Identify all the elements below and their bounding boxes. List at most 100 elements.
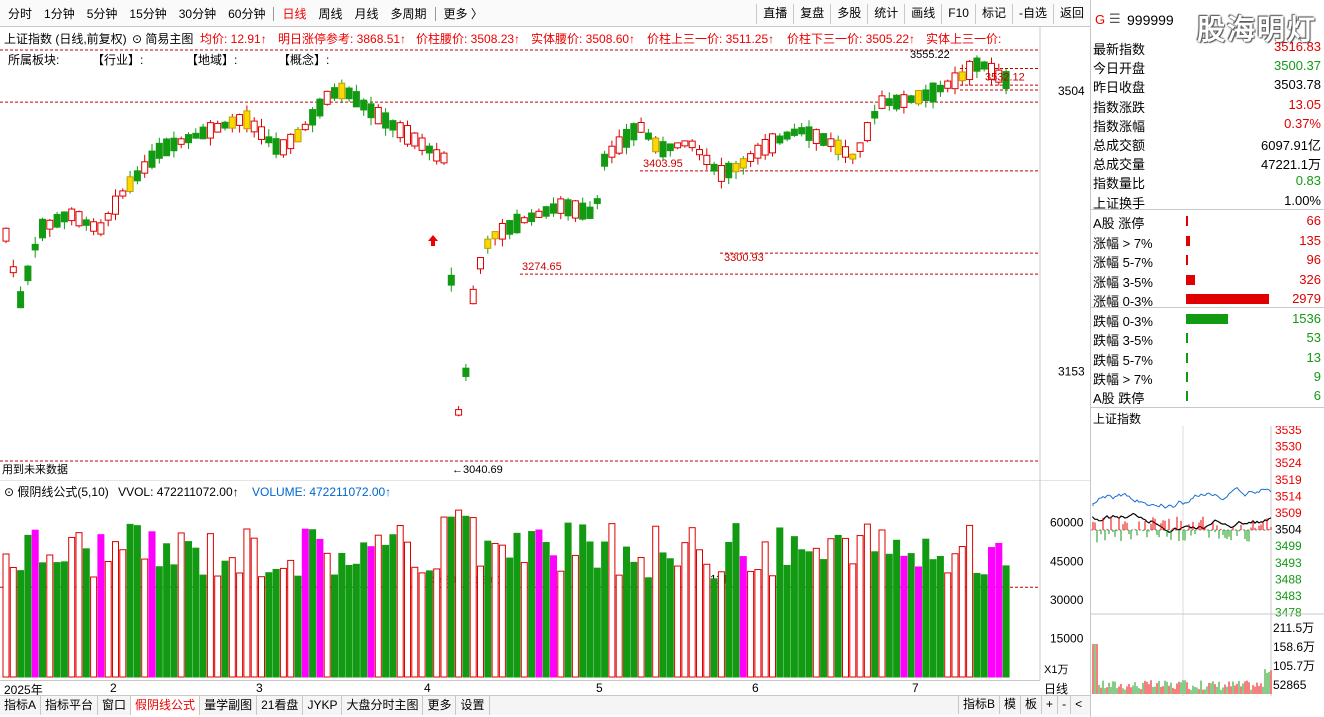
candlestick-chart[interactable]: 3504 3153 3555.22 3532.12 3403.95 3300.93 3274… [0,27,1090,480]
volume-chart[interactable]: 60000450003000015000X1万348983168.00111 [0,480,1090,680]
bottom-right-controls: 指标B 模板 + - < [958,695,1086,715]
breadth-bar [1186,294,1270,304]
indicator-tab[interactable]: 指标A [0,696,42,715]
period-tab-0[interactable]: 分时 [8,7,33,21]
volume-bar [1002,565,1010,678]
period-tab-5[interactable]: 60分钟 [228,7,266,21]
period-tab-4[interactable]: 30分钟 [178,7,217,21]
volume-bar [513,532,521,678]
candle [915,90,922,106]
bottom-control[interactable]: + [1041,695,1057,714]
volume-bar [104,560,112,678]
volume-bar [75,532,83,678]
candle [820,133,828,147]
period-tab-9[interactable]: 多周期 [390,7,427,21]
period-tab-3[interactable]: 15分钟 [129,7,167,21]
toolbar-button-0[interactable]: 直播 [756,4,793,24]
bottom-control[interactable]: 指标B [958,695,999,714]
toolbar-button-5[interactable]: F10 [941,4,975,24]
breadth-row: A股 涨停 66 [1093,211,1323,231]
bottom-control[interactable]: 板 [1020,695,1041,714]
breadth-label: 涨幅 0-3% [1093,294,1153,309]
toolbar-button-1[interactable]: 复盘 [793,4,830,24]
period-tab-8[interactable]: 月线 [354,7,379,21]
menu-icon[interactable]: ☰ [1109,11,1121,26]
volume-bar [783,564,791,678]
candle [192,128,200,139]
candle [761,134,769,160]
volume-bar [498,544,506,678]
toolbar-button-2[interactable]: 多股 [830,4,867,24]
intraday-mini-chart[interactable]: 3535 3530 3524 3519 3514 3509 3504 3499 3493 3488… [1091,426,1324,696]
candle [586,201,594,219]
indicator-tab[interactable]: 21看盘 [257,696,304,715]
period-tab-2[interactable]: 5分钟 [86,7,118,21]
stat-value: 0.83 [1295,173,1321,189]
volume-bar [265,572,273,678]
indicator-tab[interactable]: 更多 [423,696,457,715]
candle [973,55,981,79]
indicator-tab[interactable]: JYKP [303,696,343,715]
breadth-value: 66 [1306,213,1321,228]
sector-concept[interactable]: 【概念】: [278,53,330,67]
toolbar-button-8[interactable]: 返回 [1052,4,1090,24]
indicator-tab[interactable]: 量学副图 [200,696,258,715]
candle [980,60,988,72]
candle [141,154,149,178]
collapse-icon[interactable]: ⊙ [4,485,18,499]
volume-bar [68,536,76,678]
index-title: 上证指数 (日线,前复权) [4,32,127,46]
volume-bar [608,523,616,678]
candle [177,136,185,149]
date-label: 6 [752,681,759,695]
period-tab-7[interactable]: 周线 [318,7,343,21]
toolbar-button-7[interactable]: -自选 [1011,4,1053,24]
chart-mode[interactable]: ⊙ 简易主图 [132,32,194,46]
candle [323,90,331,106]
candle [754,142,762,165]
volume-bar [871,551,879,678]
toolbar-button-3[interactable]: 统计 [867,4,904,24]
volume-bar [615,574,623,678]
volume-bar [885,553,893,678]
period-tab-10[interactable]: 更多 〉 [443,7,483,21]
volume-bar [630,561,638,678]
volume-bar [674,565,682,678]
stat-label: 今日开盘 [1093,61,1146,77]
sector-industry[interactable]: 【行业】: [92,53,144,67]
bottom-control[interactable]: < [1070,695,1086,714]
period-tab-6[interactable]: 日线 [282,7,307,21]
candle [878,90,886,110]
indicator-tab[interactable]: 假阴线公式 [131,696,201,715]
mini-chart-title: 上证指数 [1093,412,1142,426]
sector-region[interactable]: 【地域】: [186,53,238,67]
period-tab-1[interactable]: 1分钟 [44,7,75,21]
toolbar-button-6[interactable]: 标记 [974,4,1012,24]
g-icon[interactable]: G [1095,12,1106,27]
volume-bar [126,523,134,678]
volume-bar [776,527,784,678]
toolbar-button-4[interactable]: 画线 [904,4,941,24]
stat-value: 3503.78 [1274,77,1321,93]
indicator-tab[interactable]: 窗口 [98,696,132,715]
volume-bar [929,559,937,678]
volume-bar [440,516,448,678]
candle [112,189,119,221]
candle [863,121,871,143]
volume-bar [944,572,952,678]
volume-bar [900,555,908,678]
volume-bar [46,554,54,678]
volume-bar [360,542,368,678]
candle [24,264,32,286]
volume-bar [90,576,98,678]
indicator-tab[interactable]: 大盘分时主图 [342,696,424,715]
mini-price-tick: 3493 [1275,556,1302,570]
bottom-control[interactable]: - [1057,695,1070,714]
volume-bar [411,566,419,678]
indicator-tab[interactable]: 设置 [456,696,490,715]
indicator-tab[interactable]: 指标平台 [41,696,99,715]
volume-bar [396,525,404,678]
volume-bar [331,574,338,678]
candle [528,209,536,226]
bottom-control[interactable]: 模 [999,695,1020,714]
